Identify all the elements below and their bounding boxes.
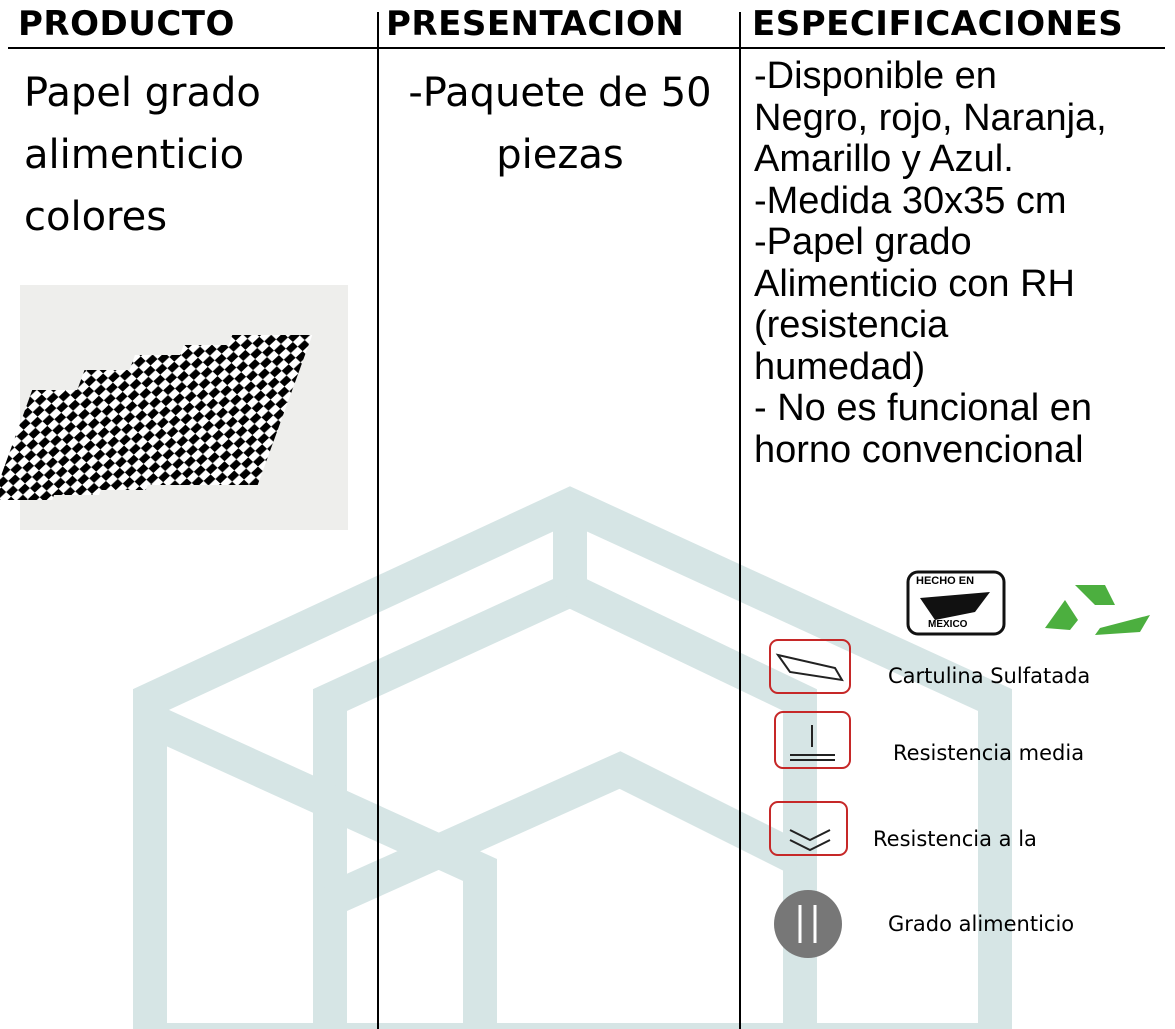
spec-line: -Papel grado (754, 221, 972, 263)
feature-label: Resistencia a la (873, 827, 1037, 851)
feature-label: Resistencia media (893, 741, 1085, 765)
spec-line: - No es funcional en (754, 387, 1092, 429)
column-header: PRESENTACION (386, 4, 685, 44)
feature-label: Grado alimenticio (888, 912, 1075, 936)
spec-line: Alimenticio con RH (754, 262, 1075, 305)
recycle-icon (1045, 585, 1150, 635)
spec-line: -Medida 30x35 cm (754, 179, 1067, 222)
spec-line: horno convencional (754, 428, 1084, 471)
feature-icons (769, 639, 851, 958)
product-name: Papel grado (24, 70, 261, 116)
spec-line: (resistencia (754, 304, 949, 346)
column-header: PRODUCTO (18, 4, 235, 44)
spec-line: -Disponible en (754, 55, 997, 97)
product-photo (0, 285, 348, 530)
badge-text: HECHO EN (916, 575, 975, 587)
presentation-text: -Paquete de 50 (408, 70, 712, 116)
feature-label: Cartulina Sulfatada (888, 664, 1091, 688)
watermark (133, 486, 1012, 1029)
hecho-en-mexico-logo (906, 570, 1006, 636)
presentation-text: piezas (496, 132, 624, 178)
column-header: ESPECIFICACIONES (752, 4, 1124, 44)
product-name: colores (24, 194, 168, 240)
spec-line: Negro, rojo, Naranja, (754, 96, 1107, 139)
badge-text: MEXICO (928, 619, 968, 630)
spec-line: Amarillo y Azul. (754, 138, 1014, 180)
product-name: alimenticio (24, 132, 245, 178)
spec-line: humedad) (754, 345, 926, 388)
